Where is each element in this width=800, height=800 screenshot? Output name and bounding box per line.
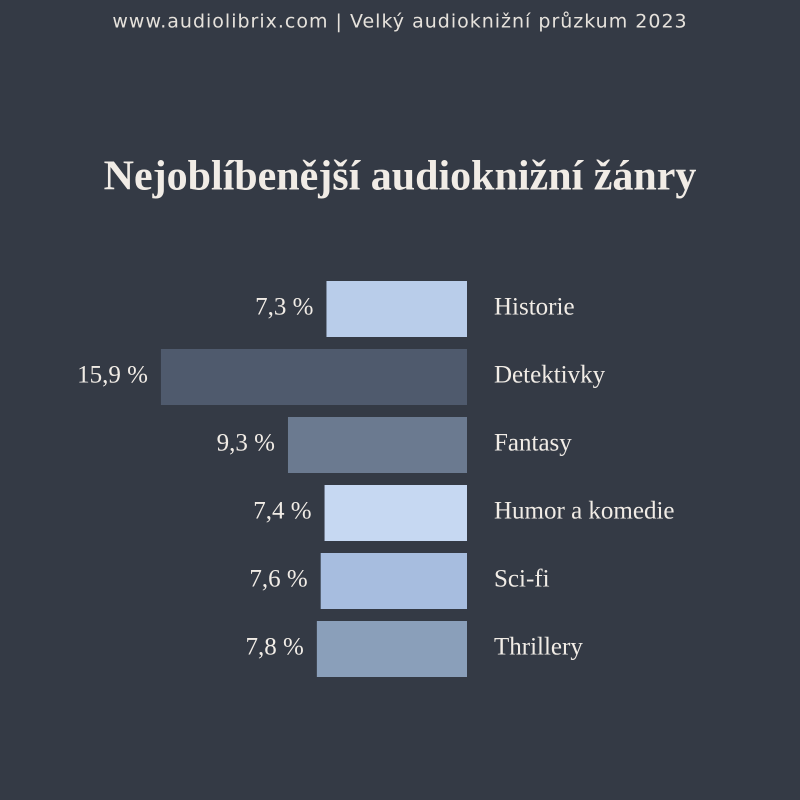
value-label: 7,3 % bbox=[255, 294, 313, 321]
value-label: 7,6 % bbox=[249, 566, 307, 593]
category-label: Humor a komedie bbox=[494, 498, 675, 525]
value-label: 15,9 % bbox=[77, 362, 148, 389]
category-label: Thrillery bbox=[494, 634, 583, 661]
bar bbox=[326, 281, 467, 337]
value-label: 9,3 % bbox=[217, 430, 275, 457]
chart-title: Nejoblíbenější audioknižní žánry bbox=[104, 154, 697, 200]
bar bbox=[287, 417, 467, 473]
category-label: Historie bbox=[494, 294, 575, 321]
category-label: Fantasy bbox=[494, 430, 572, 457]
bar bbox=[160, 349, 468, 405]
value-label: 7,8 % bbox=[246, 634, 304, 661]
category-label: Detektivky bbox=[494, 362, 606, 389]
bar bbox=[316, 621, 467, 677]
bar bbox=[324, 485, 467, 541]
bar bbox=[320, 553, 467, 609]
chart-subtitle: www.audiolibrix.com | Velký audioknižní … bbox=[112, 11, 687, 33]
category-label: Sci-fi bbox=[494, 566, 550, 593]
value-label: 7,4 % bbox=[253, 498, 311, 525]
